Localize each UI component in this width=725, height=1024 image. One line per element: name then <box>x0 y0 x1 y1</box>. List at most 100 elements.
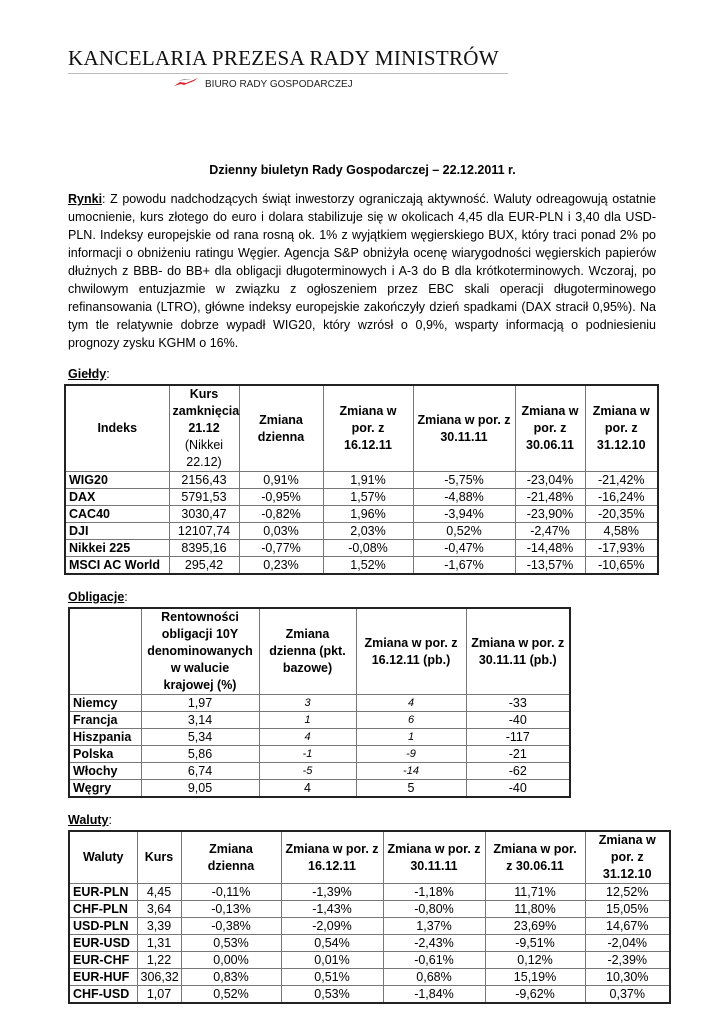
markets-label: Rynki <box>68 192 103 206</box>
column-header: Zmiana dzienna <box>238 384 324 472</box>
table-cell: -21,48% <box>514 488 586 506</box>
logo: KANCELARIA PREZESA RADY MINISTRÓW BIURO … <box>68 46 528 96</box>
table-cell: 0,54% <box>280 934 384 952</box>
column-header: Zmiana w por. z 16.12.11 <box>322 384 414 472</box>
bonds-section-label: Obligacje: <box>68 590 128 604</box>
table-cell: -1,39% <box>280 883 384 901</box>
table-cell: 5 <box>355 779 467 798</box>
table-cell: 15,05% <box>584 900 671 918</box>
table-cell: -0,08% <box>322 539 414 557</box>
table-cell: 0,51% <box>280 968 384 986</box>
table-cell: 3,64 <box>136 900 182 918</box>
table-cell: -1,67% <box>412 556 516 575</box>
flag-logo-icon <box>174 78 198 86</box>
stocks-section-label: Giełdy: <box>68 367 110 381</box>
table-cell: 5,86 <box>140 745 260 763</box>
table-cell: 23,69% <box>484 917 586 935</box>
table-cell: -62 <box>465 762 571 780</box>
table-cell: -16,24% <box>584 488 659 506</box>
table-cell: 4,45 <box>136 883 182 901</box>
table-cell: -40 <box>465 779 571 798</box>
table-row: EUR-HUF 306,32 0,83% 0,51% 0,68% 15,19% 10,30% <box>68 968 671 986</box>
table-cell: -2,04% <box>584 934 671 952</box>
table-cell: 6,74 <box>140 762 260 780</box>
table-cell: 0,23% <box>238 556 324 575</box>
row-label: EUR-USD <box>68 934 138 952</box>
table-row: WIG20 2156,43 0,91% 1,91% -5,75% -23,04% -21,4… <box>64 471 659 489</box>
row-label: MSCI AC World <box>64 556 170 575</box>
row-label: Nikkei 225 <box>64 539 170 557</box>
table-cell: -5,75% <box>412 471 516 489</box>
table-cell: 1,96% <box>322 505 414 523</box>
row-label: USD-PLN <box>68 917 138 935</box>
table-cell: 0,53% <box>180 934 282 952</box>
table-cell: -4,88% <box>412 488 516 506</box>
table-cell: 0,12% <box>484 951 586 969</box>
table-cell: -2,39% <box>584 951 671 969</box>
table-cell: 1 <box>258 711 357 729</box>
row-label: DAX <box>64 488 170 506</box>
table-row: Polska 5,86 -1 -9 -21 <box>68 745 571 763</box>
table-cell: -14 <box>355 762 467 780</box>
column-header: Kurs zamknięcia 21.12 (Nikkei 22.12) <box>168 384 240 472</box>
table-cell: -21 <box>465 745 571 763</box>
table-cell: 2156,43 <box>168 471 240 489</box>
table-cell: 0,03% <box>238 522 324 540</box>
table-cell: -9 <box>355 745 467 763</box>
table-row: Nikkei 225 8395,16 -0,77% -0,08% -0,47% -14,4… <box>64 539 659 557</box>
table-cell: -1,43% <box>280 900 384 918</box>
table-cell: -5 <box>258 762 357 780</box>
table-cell: -33 <box>465 694 571 712</box>
table-cell: 5791,53 <box>168 488 240 506</box>
row-label: CAC40 <box>64 505 170 523</box>
table-cell: 0,91% <box>238 471 324 489</box>
table-cell: -23,90% <box>514 505 586 523</box>
table-cell: -13,57% <box>514 556 586 575</box>
table-cell: 12,52% <box>584 883 671 901</box>
table-cell: -0,13% <box>180 900 282 918</box>
table-row: CAC40 3030,47 -0,82% 1,96% -3,94% -23,90% -20,… <box>64 505 659 523</box>
row-label: DJI <box>64 522 170 540</box>
table-cell: -0,77% <box>238 539 324 557</box>
table-cell: 1,52% <box>322 556 414 575</box>
header-text: Kurs zamknięcia 21.12 <box>172 387 240 435</box>
table-cell: -9,51% <box>484 934 586 952</box>
table-cell: 11,71% <box>484 883 586 901</box>
column-header: Waluty <box>68 830 138 884</box>
table-row: EUR-PLN 4,45 -0,11% -1,39% -1,18% 11,71% 12,52… <box>68 883 671 901</box>
table-cell: -1,84% <box>382 985 486 1004</box>
table-cell: 5,34 <box>140 728 260 746</box>
table-row: USD-PLN 3,39 -0,38% -2,09% 1,37% 23,69% 14,67% <box>68 917 671 935</box>
column-header: Zmiana w por. z 30.06.11 <box>514 384 586 472</box>
table-cell: 6 <box>355 711 467 729</box>
stocks-table: Indeks Kurs zamknięcia 21.12 (Nikkei 22.1… <box>64 384 659 575</box>
table-cell: -0,82% <box>238 505 324 523</box>
table-row: Węgry 9,05 4 5 -40 <box>68 779 571 798</box>
table-cell: -40 <box>465 711 571 729</box>
table-cell: -117 <box>465 728 571 746</box>
currencies-section-label: Waluty: <box>68 813 112 827</box>
logo-divider <box>68 73 508 74</box>
table-row: Francja 3,14 1 6 -40 <box>68 711 571 729</box>
header-row: Rentowności obligacji 10Y denominowanych… <box>68 607 571 695</box>
table-cell: -20,35% <box>584 505 659 523</box>
currencies-table: Waluty Kurs Zmiana dzienna Zmiana w por. z … <box>68 830 671 1004</box>
column-header: Zmiana w por. z 30.11.11 (pb.) <box>465 607 571 695</box>
table-cell: -0,95% <box>238 488 324 506</box>
table-cell: 4 <box>258 728 357 746</box>
table-row: Hiszpania 5,34 4 1 -117 <box>68 728 571 746</box>
table-row: EUR-CHF 1,22 0,00% 0,01% -0,61% 0,12% -2,39% <box>68 951 671 969</box>
column-header: Rentowności obligacji 10Y denominowanych… <box>140 607 260 695</box>
table-cell: -0,11% <box>180 883 282 901</box>
table-cell: 1 <box>355 728 467 746</box>
table-cell: -1,18% <box>382 883 486 901</box>
column-header: Indeks <box>64 384 170 472</box>
table-row: Niemcy 1,97 3 4 -33 <box>68 694 571 712</box>
table-cell: 9,05 <box>140 779 260 798</box>
document-title: Dzienny biuletyn Rady Gospodarczej – 22.… <box>209 163 516 177</box>
table-cell: -3,94% <box>412 505 516 523</box>
row-label: WIG20 <box>64 471 170 489</box>
logo-subtitle: BIURO RADY GOSPODARCZEJ <box>205 79 353 90</box>
table-row: Włochy 6,74 -5 -14 -62 <box>68 762 571 780</box>
